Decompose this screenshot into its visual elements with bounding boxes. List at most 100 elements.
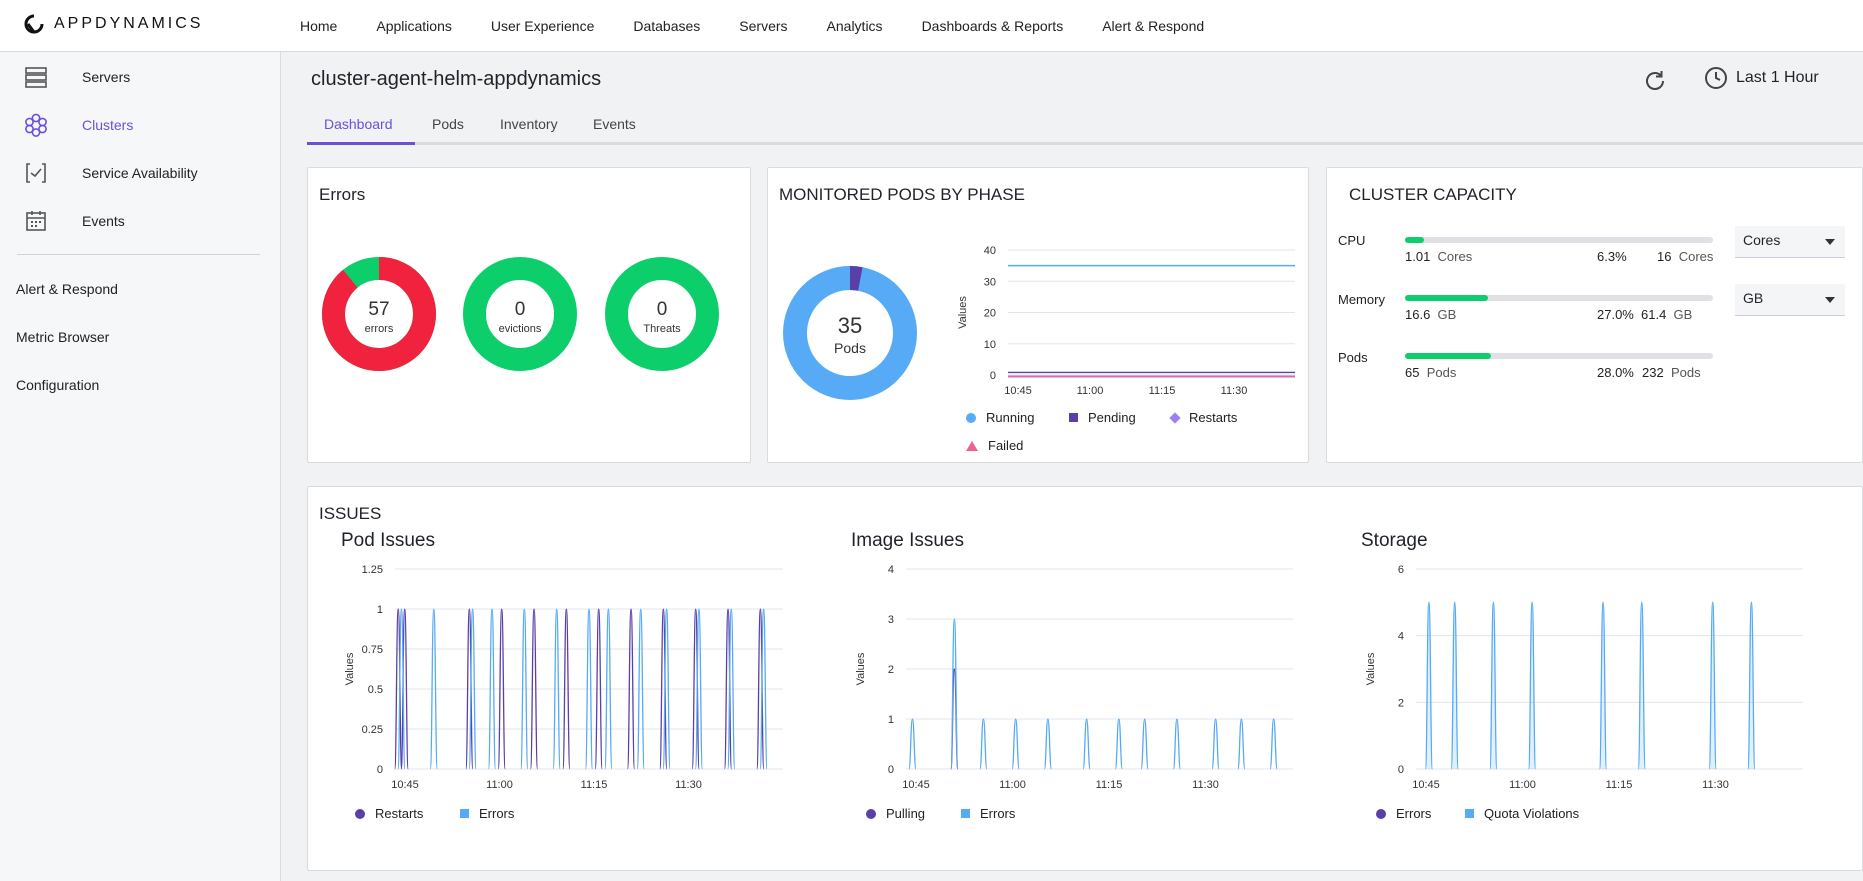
memory-capacity-bar xyxy=(1405,295,1713,301)
memory-total: 61.4 GB xyxy=(1641,307,1692,322)
appdynamics-logo[interactable]: APPDYNAMICS xyxy=(24,14,203,34)
pods-used-unit: Pods xyxy=(1426,365,1457,380)
legend-label: Failed xyxy=(988,438,1024,453)
issue-chart-0-ytick: 0 xyxy=(377,764,383,776)
issue-chart-0-ylabel: Values xyxy=(344,652,356,685)
issue-chart-0-restarts-spike xyxy=(691,608,700,770)
pods-chart-ytick: 20 xyxy=(984,308,996,320)
cpu-used-value: 1.01 xyxy=(1405,249,1431,264)
evictions-label: evictions xyxy=(499,323,542,335)
nav-analytics[interactable]: Analytics xyxy=(826,18,883,34)
legend-quota-violations: Quota Violations xyxy=(1465,806,1579,821)
calendar-icon xyxy=(26,211,46,231)
legend-label: Restarts xyxy=(1189,410,1238,425)
running-marker-icon xyxy=(966,412,976,423)
errors-donut[interactable]: 57 errors xyxy=(322,257,436,371)
issue-chart-0-restarts-spike xyxy=(626,608,636,770)
issue-chart-0-errors-spike xyxy=(727,608,736,770)
storage-chart: 0 2 4 6 Values 10:45 11:00 11:15 11:30 xyxy=(1365,564,1803,791)
errors-marker-icon xyxy=(460,809,469,818)
pods-chart-ytick: 10 xyxy=(984,339,996,351)
nav-dashboards-reports[interactable]: Dashboards & Reports xyxy=(921,18,1064,34)
sidebar-link-alert-respond[interactable]: Alert & Respond xyxy=(16,281,118,297)
issue-chart-0-errors-spike xyxy=(604,608,613,770)
pods-chart-ytick: 40 xyxy=(984,245,996,257)
refresh-icon[interactable] xyxy=(1642,68,1668,94)
pods-count: 35 xyxy=(838,313,862,338)
quota-violations-marker-icon xyxy=(1465,809,1474,818)
nav-databases[interactable]: Databases xyxy=(633,18,701,34)
pods-capacity-fill xyxy=(1405,353,1492,359)
memory-percent: 27.0% xyxy=(1597,307,1634,322)
issue-chart-1-errors-spike xyxy=(1011,718,1020,770)
issue-chart-0-ytick: 0.75 xyxy=(362,644,383,656)
tab-events[interactable]: Events xyxy=(593,116,636,132)
sidebar-item-events[interactable]: Events xyxy=(0,199,280,243)
sidebar-item-service-availability[interactable]: Service Availability xyxy=(0,151,280,195)
issue-chart-0-xtick: 10:45 xyxy=(391,779,419,791)
cluster-capacity-card: CLUSTER CAPACITY CPU 1.01 Cores 6.3% 16 … xyxy=(1326,167,1863,463)
issue-chart-1-errors-spike xyxy=(1211,718,1220,770)
tab-pods[interactable]: Pods xyxy=(432,116,464,132)
restarts-marker-icon xyxy=(355,808,365,819)
legend-pending: Pending xyxy=(1069,410,1136,425)
legend-failed: Failed xyxy=(966,438,1023,453)
pods-chart-xtick: 11:15 xyxy=(1149,385,1176,397)
pods-line-chart: 0 10 20 30 40 Values 10:45 11:00 11:15 11:30 xyxy=(957,245,1295,397)
cpu-unit-select[interactable]: Cores xyxy=(1735,226,1845,258)
legend-label: Pulling xyxy=(886,806,926,821)
cpu-total-value: 16 xyxy=(1657,249,1672,264)
sidebar-item-servers[interactable]: Servers xyxy=(0,55,280,99)
service-availability-icon xyxy=(26,163,46,183)
errors-count: 57 xyxy=(368,299,389,320)
issue-chart-0-errors-spike xyxy=(636,608,645,770)
memory-used-unit: GB xyxy=(1437,307,1457,322)
legend-label: Running xyxy=(986,410,1035,425)
failed-marker-icon xyxy=(966,440,978,451)
issue-chart-0-errors-spike xyxy=(662,608,671,770)
evictions-donut[interactable]: 0 evictions xyxy=(463,257,577,371)
brand-name: APPDYNAMICS xyxy=(54,15,204,32)
nav-applications[interactable]: Applications xyxy=(376,18,452,34)
sidebar-item-label: Service Availability xyxy=(82,165,198,181)
tab-dashboard[interactable]: Dashboard xyxy=(324,116,393,132)
active-tab-indicator xyxy=(307,142,415,145)
page-title: cluster-agent-helm-appdynamics xyxy=(311,68,602,90)
nav-alert-respond[interactable]: Alert & Respond xyxy=(1102,18,1205,34)
sidebar-item-clusters[interactable]: Clusters xyxy=(0,103,280,147)
pods-phase-donut[interactable]: 35 Pods xyxy=(783,266,917,400)
issue-chart-0-errors-spike xyxy=(429,608,438,770)
time-range-picker[interactable]: Last 1 Hour xyxy=(1704,66,1819,90)
issue-chart-2-xtick: 11:15 xyxy=(1606,779,1633,791)
cpu-capacity-fill xyxy=(1405,237,1425,243)
tab-inventory[interactable]: Inventory xyxy=(500,116,558,132)
sidebar-link-metric-browser[interactable]: Metric Browser xyxy=(16,329,110,345)
cpu-total-unit: Cores xyxy=(1678,249,1714,264)
memory-unit-select[interactable]: GB xyxy=(1735,284,1845,316)
cpu-total: 16 Cores xyxy=(1657,249,1713,264)
pods-chart-ytick: 30 xyxy=(984,276,996,288)
appdynamics-logo-icon xyxy=(24,14,44,34)
evictions-count: 0 xyxy=(515,299,526,320)
nav-user-experience[interactable]: User Experience xyxy=(490,18,595,34)
pods-capacity-bar xyxy=(1405,353,1713,359)
issue-chart-0-errors-spike xyxy=(759,608,768,770)
nav-servers[interactable]: Servers xyxy=(739,18,788,34)
pods-percent: 28.0% xyxy=(1597,365,1634,380)
errors-card: Errors 57 errors 0 evictions 0 Threats xyxy=(307,167,751,463)
issue-chart-1-errors-spike xyxy=(1082,718,1091,770)
issue-chart-2-quota-violations-spike xyxy=(1747,601,1756,770)
pods-chart-ylabel: Values xyxy=(957,296,969,329)
issue-chart-2-xtick: 10:45 xyxy=(1412,779,1440,791)
threats-donut[interactable]: 0 Threats xyxy=(605,257,719,371)
tab-bar: Dashboard Pods Inventory Events xyxy=(307,114,1863,145)
issue-chart-0-errors-spike xyxy=(520,608,529,770)
sidebar-link-configuration[interactable]: Configuration xyxy=(16,377,100,393)
issue-chart-0-restarts-spike xyxy=(659,608,668,770)
issue-chart-0-restarts-spike xyxy=(465,608,474,770)
memory-label: Memory xyxy=(1338,292,1385,307)
nav-home[interactable]: Home xyxy=(300,18,338,34)
issue-chart-2-quota-violations-spike xyxy=(1637,601,1646,770)
issues-title: ISSUES xyxy=(319,504,382,523)
issue-chart-0-errors-spike xyxy=(584,608,594,770)
